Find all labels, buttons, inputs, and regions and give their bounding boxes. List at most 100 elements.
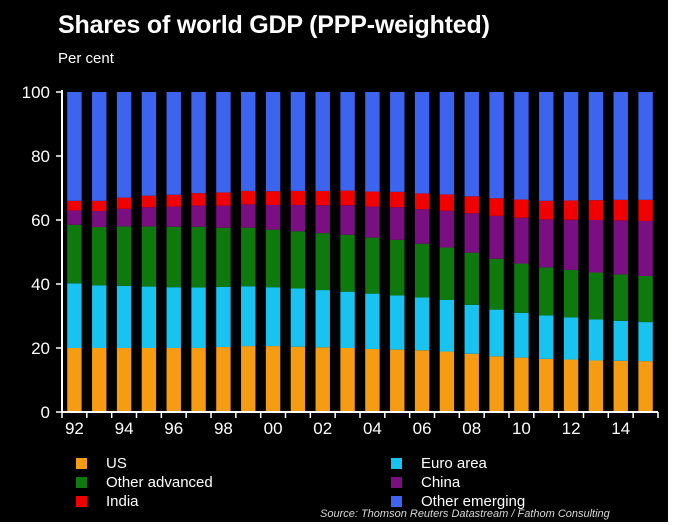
- legend-label-other-emerging: Other emerging: [421, 493, 526, 510]
- bar-segment-us-1997: [191, 348, 206, 412]
- bar-segment-china-2013: [588, 220, 604, 273]
- x-tick-label-08: 08: [462, 419, 481, 438]
- bar-segment-india-1994: [116, 197, 132, 209]
- bar-segment-us-1992: [67, 348, 82, 412]
- bar-segment-other-emerging-2013: [588, 92, 604, 201]
- bar-segment-other-emerging-2008: [464, 92, 479, 197]
- bar-segment-us-1999: [241, 346, 256, 412]
- legend-label-china: China: [421, 474, 461, 491]
- bar-segment-other-emerging-1992: [67, 92, 82, 201]
- legend-label-euro-area: Euro area: [421, 455, 487, 472]
- bar-segment-china-2004: [365, 206, 380, 238]
- bar-segment-us-2009: [489, 356, 504, 412]
- y-axis-unit-label: Per cent: [58, 50, 114, 67]
- legend-item-china: China: [391, 474, 460, 491]
- x-tick-label-02: 02: [313, 419, 332, 438]
- bar-segment-china-2001: [290, 204, 306, 232]
- bar-segment-euro-area-1995: [141, 286, 157, 348]
- legend-swatch-other-emerging: [391, 496, 402, 507]
- x-tick-label-10: 10: [512, 419, 531, 438]
- bar-segment-us-1996: [166, 348, 181, 412]
- y-tick-label-0: 0: [41, 403, 50, 422]
- bar-segment-other-advanced-1999: [241, 227, 256, 287]
- x-tick-label-06: 06: [413, 419, 432, 438]
- bar-segment-other-advanced-2007: [439, 247, 455, 300]
- bar-segment-china-2000: [265, 204, 281, 230]
- y-tick-label-40: 40: [31, 275, 50, 294]
- bar-segment-india-2014: [613, 199, 628, 221]
- legend-swatch-other-advanced: [76, 477, 87, 488]
- bar-segment-other-advanced-2013: [588, 272, 604, 320]
- legend-item-india: India: [76, 493, 139, 510]
- bar-segment-euro-area-2014: [613, 320, 628, 361]
- bar-segment-other-advanced-1996: [166, 226, 181, 288]
- bar-segment-us-2005: [390, 349, 405, 412]
- bar-segment-other-emerging-1996: [166, 92, 181, 195]
- bar-segment-us-2007: [439, 351, 455, 412]
- bar-segment-us-2004: [365, 348, 380, 412]
- bar-segment-euro-area-2008: [464, 304, 479, 354]
- bar-segment-us-1998: [216, 347, 231, 412]
- x-tick-label-98: 98: [214, 419, 233, 438]
- bar-segment-india-2004: [365, 191, 380, 207]
- bar-segment-other-emerging-1994: [116, 92, 132, 198]
- bar-segment-other-emerging-2006: [414, 92, 430, 194]
- bar-segment-euro-area-1996: [166, 287, 181, 348]
- bar-segment-china-1994: [116, 208, 132, 227]
- bar-segment-other-advanced-2010: [514, 263, 529, 313]
- x-tick-label-14: 14: [611, 419, 630, 438]
- bar-segment-other-advanced-1992: [67, 224, 82, 284]
- bar-segment-india-2012: [563, 200, 579, 220]
- bar-segment-china-2008: [464, 213, 479, 253]
- bar-segment-other-emerging-2002: [315, 92, 330, 191]
- bar-segment-india-1999: [241, 190, 256, 205]
- bar-segment-other-emerging-2015: [638, 92, 653, 200]
- y-tick-label-80: 80: [31, 147, 50, 166]
- bar-segment-other-emerging-2012: [563, 92, 579, 201]
- bar-segment-india-1996: [166, 194, 181, 207]
- bar-segment-other-advanced-2008: [464, 252, 479, 305]
- bar-segment-india-2015: [638, 199, 653, 221]
- bar-segment-other-emerging-2010: [514, 92, 529, 200]
- bar-segment-india-2011: [539, 200, 554, 220]
- x-tick-label-00: 00: [264, 419, 283, 438]
- bar-segment-china-1992: [67, 210, 82, 225]
- bar-segment-india-2005: [390, 191, 405, 208]
- bar-segment-china-2014: [613, 220, 628, 275]
- bar-segment-india-1997: [191, 193, 206, 206]
- legend-swatch-euro-area: [391, 458, 402, 469]
- bar-segment-other-advanced-1994: [116, 226, 132, 286]
- bar-segment-india-2010: [514, 199, 529, 218]
- legend-item-us: US: [76, 455, 127, 472]
- bar-segment-other-emerging-2003: [340, 92, 355, 191]
- bar-segment-india-2008: [464, 196, 479, 214]
- bar-segment-other-emerging-1999: [241, 92, 256, 191]
- bar-segment-china-2009: [489, 215, 504, 259]
- bar-segment-china-2003: [340, 205, 355, 235]
- legend-item-other-emerging: Other emerging: [391, 493, 525, 510]
- bar-segment-euro-area-1999: [241, 286, 256, 347]
- bar-segment-other-advanced-2005: [390, 239, 405, 296]
- bar-segment-us-2002: [315, 347, 330, 412]
- bar-segment-china-1998: [216, 205, 231, 228]
- bar-segment-india-2013: [588, 200, 604, 220]
- bar-segment-us-2013: [588, 360, 604, 412]
- bar-segment-india-2002: [315, 190, 330, 206]
- legend-swatch-india: [76, 496, 87, 507]
- bar-segment-other-emerging-1993: [92, 92, 107, 201]
- bar-segment-other-advanced-1993: [92, 227, 107, 286]
- bar-segment-other-advanced-2011: [539, 267, 554, 316]
- x-tick-label-94: 94: [115, 419, 134, 438]
- legend-label-other-advanced: Other advanced: [106, 474, 213, 491]
- bar-segment-euro-area-2001: [290, 288, 306, 347]
- legend-item-euro-area: Euro area: [391, 455, 487, 472]
- bar-segment-china-1995: [141, 207, 157, 227]
- bar-segment-us-2006: [414, 350, 430, 412]
- legend-swatch-china: [391, 477, 402, 488]
- bar-segment-other-advanced-2006: [414, 243, 430, 298]
- x-tick-label-04: 04: [363, 419, 382, 438]
- bar-segment-euro-area-2004: [365, 293, 380, 349]
- bar-segment-euro-area-2015: [638, 322, 653, 362]
- bar-segment-us-2008: [464, 353, 479, 412]
